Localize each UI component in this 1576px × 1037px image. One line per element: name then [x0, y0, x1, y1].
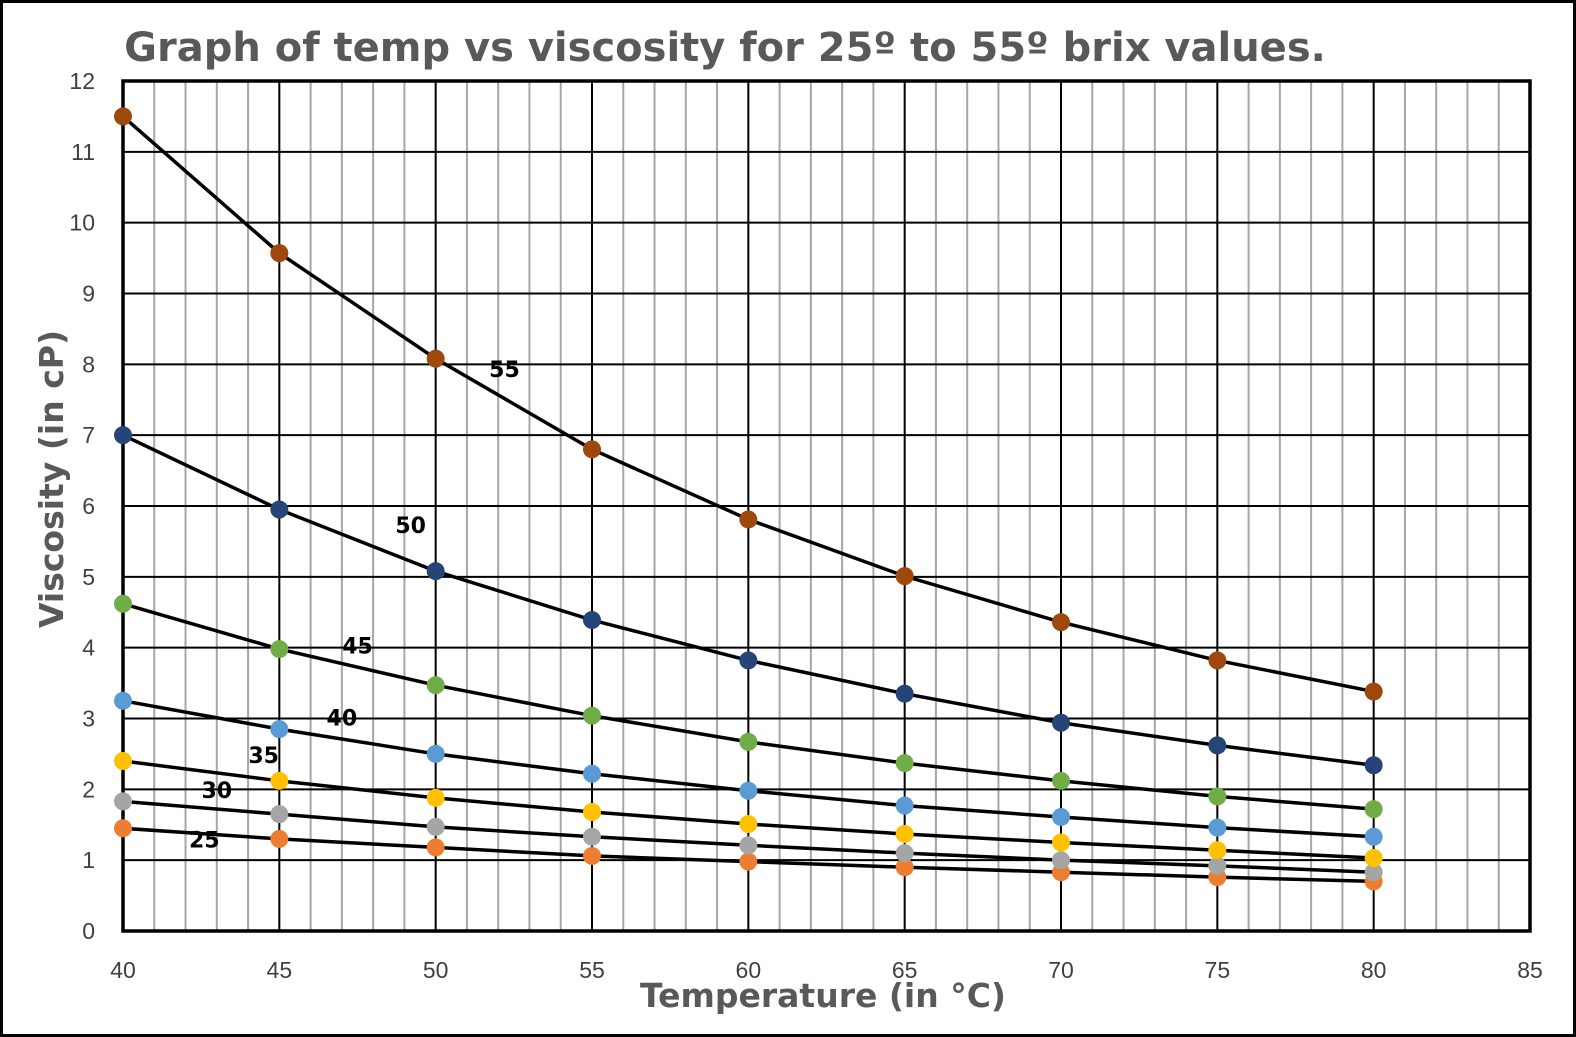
data-point-30	[114, 792, 132, 811]
x-tick-label: 40	[110, 957, 136, 983]
series-label-25: 25	[189, 828, 220, 853]
data-point-40	[1364, 827, 1383, 846]
data-point-50	[583, 611, 601, 630]
series-label-35: 35	[248, 744, 279, 769]
x-tick-label: 70	[1048, 957, 1074, 983]
data-point-50	[270, 500, 289, 519]
data-point-35	[1364, 849, 1383, 868]
data-point-50	[114, 426, 132, 445]
data-point-55	[1208, 651, 1227, 670]
data-point-45	[1052, 771, 1070, 790]
data-point-50	[895, 684, 914, 703]
data-point-40	[270, 720, 289, 739]
series-label-30: 30	[201, 779, 232, 804]
series-label-40: 40	[327, 707, 358, 732]
data-point-40	[739, 781, 758, 800]
data-point-25	[895, 858, 914, 877]
y-tick-label: 2	[82, 776, 95, 802]
y-tick-label: 12	[69, 68, 95, 94]
chart-title: Graph of temp vs viscosity for 25º to 55…	[124, 25, 1326, 71]
data-point-55	[1052, 613, 1070, 632]
x-tick-label: 65	[892, 957, 918, 983]
data-point-25	[739, 852, 758, 871]
data-point-45	[583, 706, 601, 725]
data-point-30	[739, 836, 758, 855]
data-point-55	[270, 244, 289, 263]
x-tick-label: 45	[267, 957, 293, 983]
data-point-30	[270, 805, 289, 824]
data-point-50	[1052, 713, 1070, 732]
data-point-35	[426, 788, 445, 807]
data-point-45	[114, 594, 132, 613]
y-tick-label: 11	[71, 139, 95, 165]
data-point-25	[114, 819, 132, 838]
data-point-30	[1364, 863, 1383, 882]
data-point-55	[1364, 682, 1383, 701]
y-tick-label: 4	[82, 635, 95, 661]
data-point-55	[583, 440, 601, 459]
data-point-35	[1208, 841, 1227, 860]
y-tick-label: 7	[82, 422, 95, 448]
y-tick-label: 6	[82, 493, 95, 519]
x-tick-label: 80	[1361, 957, 1387, 983]
data-point-45	[1364, 800, 1383, 819]
data-point-40	[426, 744, 445, 763]
x-tick-label: 85	[1517, 957, 1543, 983]
data-point-55	[426, 349, 445, 368]
series-labels: 25 30 35 40 45 50 55	[189, 358, 520, 853]
y-tick-label: 10	[69, 210, 95, 236]
y-tick-label: 0	[82, 918, 95, 944]
series-label-50: 50	[395, 514, 426, 539]
x-axis-title: Temperature (in °C)	[640, 976, 1006, 1015]
series-label-45: 45	[342, 634, 373, 659]
data-point-30	[895, 844, 914, 863]
data-point-30	[1208, 856, 1227, 875]
data-point-25	[583, 846, 601, 865]
data-point-40	[583, 764, 601, 783]
y-axis-title: Viscosity (in cP)	[32, 330, 71, 628]
data-point-50	[1364, 756, 1383, 775]
data-point-55	[895, 567, 914, 586]
data-point-35	[583, 803, 601, 821]
x-tick-label: 60	[736, 957, 762, 983]
x-tick-label: 75	[1205, 957, 1231, 983]
y-tick-label: 8	[82, 351, 95, 377]
data-points	[114, 107, 1383, 891]
y-tick-label: 5	[82, 564, 95, 590]
data-point-40	[114, 691, 132, 710]
data-point-40	[1052, 807, 1070, 826]
data-point-45	[270, 640, 289, 659]
data-point-35	[1052, 833, 1070, 852]
data-point-35	[114, 752, 132, 770]
data-point-35	[739, 815, 758, 834]
y-tick-label: 1	[82, 847, 95, 873]
data-point-25	[426, 838, 445, 857]
data-point-45	[895, 754, 914, 773]
series-label-55: 55	[489, 358, 520, 383]
data-point-40	[895, 796, 914, 815]
data-point-30	[583, 827, 601, 846]
data-point-55	[739, 510, 758, 529]
data-point-50	[426, 562, 445, 581]
data-point-45	[739, 732, 758, 751]
data-point-50	[739, 651, 758, 670]
data-point-50	[1208, 736, 1227, 755]
y-tick-label: 9	[82, 281, 95, 307]
plot-area-border	[121, 79, 1532, 933]
y-tick-label: 3	[82, 706, 95, 732]
data-point-25	[270, 829, 289, 848]
x-tick-label: 50	[423, 957, 449, 983]
data-point-45	[1208, 787, 1227, 806]
data-point-55	[114, 107, 132, 126]
data-point-30	[426, 817, 445, 836]
x-tick-label: 55	[579, 957, 605, 983]
data-point-35	[270, 771, 289, 790]
data-point-30	[1052, 851, 1070, 870]
data-point-45	[426, 676, 445, 695]
data-point-40	[1208, 818, 1227, 837]
chart-svg: Graph of temp vs viscosity for 25º to 55…	[32, 25, 1543, 1015]
data-point-35	[895, 824, 914, 843]
